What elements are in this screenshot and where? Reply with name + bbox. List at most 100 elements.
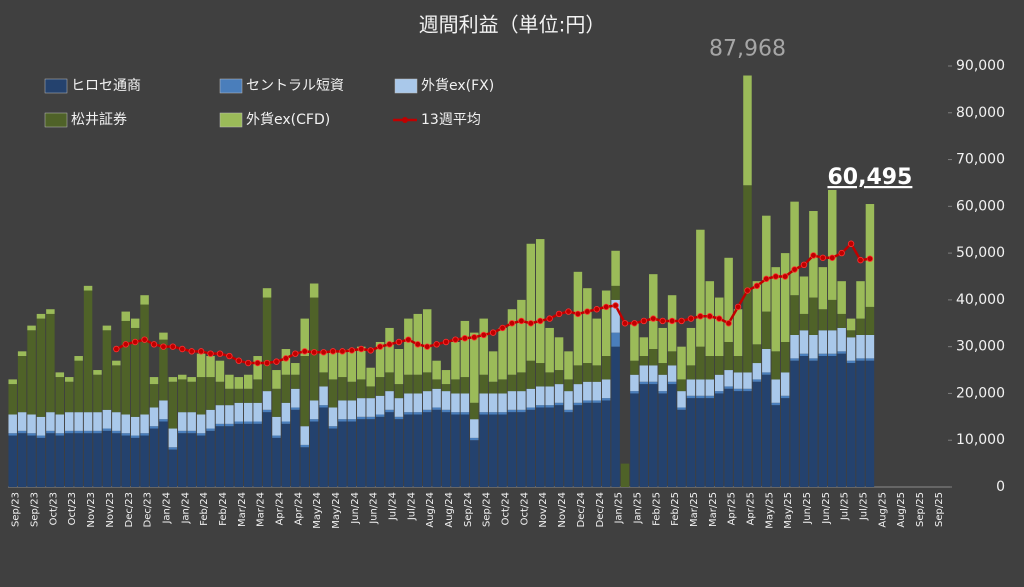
bar-segment (573, 271, 583, 366)
bar-segment (422, 409, 432, 413)
x-tick-label: May/24 (331, 492, 342, 529)
bar-segment (328, 351, 338, 380)
bar-segment (225, 405, 234, 424)
average-point (574, 310, 582, 318)
bar-segment (187, 433, 196, 487)
average-point (489, 329, 497, 336)
bar-segment (846, 360, 856, 364)
bar-segment (724, 386, 733, 389)
bar-segment (592, 318, 601, 366)
bar-segment (667, 381, 677, 385)
bar-segment (517, 409, 526, 413)
average-point (546, 315, 553, 322)
average-point (819, 254, 827, 261)
bar-segment (564, 409, 573, 413)
bar-segment (686, 365, 696, 380)
average-point (169, 343, 177, 350)
bar-segment (686, 327, 696, 366)
bar-segment (178, 430, 187, 434)
bar-segment (865, 204, 875, 307)
bar-segment (526, 409, 536, 487)
average-point (310, 349, 318, 356)
bar-segment (592, 402, 601, 487)
bar-segment (780, 341, 790, 373)
bar-segment (573, 384, 583, 403)
bar-segment (243, 402, 253, 422)
bar-segment (507, 391, 517, 410)
bar-segment (309, 421, 319, 487)
bar-segment (517, 299, 526, 373)
bar-segment (413, 393, 423, 413)
bar-segment (479, 393, 488, 413)
bar-segment (215, 360, 225, 382)
bar-segment (55, 377, 65, 415)
average-point (235, 357, 242, 364)
x-tick-label: Jun/25 (802, 492, 813, 525)
bar-segment (281, 421, 291, 424)
x-tick-label: Oct/23 (67, 492, 78, 525)
bar-segment (535, 405, 545, 408)
bar-segment (771, 351, 780, 380)
bar-segment (112, 412, 121, 431)
x-tick-label: Nov/23 (105, 492, 116, 528)
bar-segment (611, 346, 620, 487)
bar-segment (686, 379, 696, 396)
average-point (810, 252, 817, 259)
bar-segment (272, 437, 281, 487)
average-point (763, 275, 770, 283)
x-tick-label: Dec/24 (576, 492, 587, 527)
bar-segment (206, 377, 215, 410)
bar-segment (432, 379, 441, 389)
bar-segment (196, 414, 206, 434)
bar-segment (225, 374, 234, 389)
bar-segment (724, 257, 733, 342)
bar-segment (253, 421, 262, 424)
bar-segment (488, 381, 498, 394)
bar-segment (159, 400, 168, 420)
average-point (442, 338, 450, 346)
average-point (141, 336, 148, 343)
bar-segment (347, 421, 357, 487)
bar-segment (743, 185, 752, 373)
bar-segment (696, 229, 705, 347)
bar-segment (583, 288, 592, 364)
bar-segment (328, 428, 338, 487)
legend-swatch (219, 78, 243, 94)
x-tick-label: Jul/25 (840, 492, 851, 521)
bar-segment (733, 391, 743, 487)
bar-segment (196, 435, 206, 487)
bar-segment (526, 243, 536, 361)
bar-segment (130, 327, 140, 417)
chart-title: 週間利益（単位:円） (419, 13, 606, 37)
bar-segment (752, 281, 762, 345)
bar-segment (601, 400, 611, 487)
average-point (518, 317, 525, 325)
bar-segment (573, 405, 583, 487)
bar-segment (225, 423, 234, 427)
bar-segment (790, 334, 799, 359)
bar-segment (837, 351, 846, 354)
x-tick-label: Dec/24 (595, 492, 606, 527)
bar-segment (771, 402, 780, 406)
bar-segment (451, 412, 460, 415)
legend-swatch (219, 112, 243, 128)
bar-segment (17, 412, 27, 431)
average-point (866, 255, 874, 262)
bar-segment (112, 433, 121, 487)
bar-segment (724, 341, 733, 371)
bar-segment (667, 384, 677, 487)
bar-segment (507, 374, 517, 392)
bar-segment (752, 344, 762, 364)
bar-segment (535, 407, 545, 487)
bar-segment (658, 374, 667, 392)
bar-segment (780, 253, 790, 342)
bar-segment (17, 430, 27, 434)
y-tick-label: 40,000 (956, 292, 1005, 308)
x-tick-label: Oct/24 (519, 492, 530, 525)
bar-segment (583, 400, 592, 403)
bar-segment (451, 393, 460, 413)
bar-segment (432, 388, 441, 408)
bar-segment (545, 407, 554, 487)
bar-segment (451, 414, 460, 487)
bar-segment (347, 349, 357, 382)
